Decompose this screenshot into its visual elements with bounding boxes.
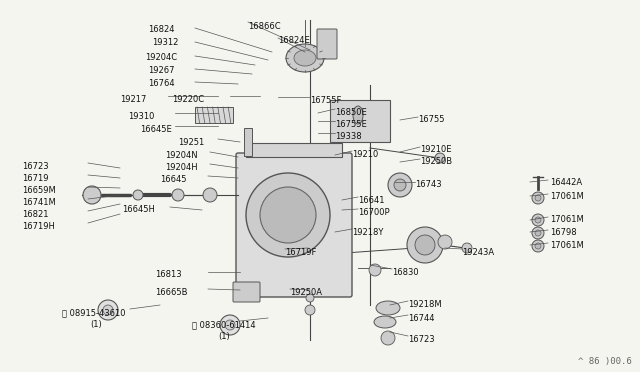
Text: 17061M: 17061M [550, 241, 584, 250]
Text: 19267: 19267 [148, 66, 175, 75]
Bar [195, 107, 233, 123]
Text: 16719: 16719 [22, 174, 49, 183]
Text: 19218M: 19218M [408, 300, 442, 309]
Ellipse shape [374, 316, 396, 328]
Text: 16744: 16744 [408, 314, 435, 323]
Circle shape [438, 235, 452, 249]
Text: 16741M: 16741M [22, 198, 56, 207]
Text: 16645H: 16645H [122, 205, 155, 214]
Text: Ⓜ 08915-43610: Ⓜ 08915-43610 [62, 308, 125, 317]
Text: 16755F: 16755F [310, 96, 341, 105]
Text: 16866C: 16866C [248, 22, 280, 31]
Circle shape [172, 189, 184, 201]
Text: ^ 86 )00.6: ^ 86 )00.6 [579, 357, 632, 366]
Circle shape [532, 240, 544, 252]
Text: 19310: 19310 [128, 112, 154, 121]
Circle shape [462, 243, 472, 253]
Circle shape [305, 305, 315, 315]
Circle shape [98, 300, 118, 320]
Text: 19220C: 19220C [172, 95, 204, 104]
Circle shape [532, 214, 544, 226]
Text: 16755: 16755 [418, 115, 445, 124]
Text: 17061M: 17061M [550, 215, 584, 224]
Circle shape [535, 217, 541, 223]
Text: 16850E: 16850E [335, 108, 367, 117]
Circle shape [381, 331, 395, 345]
Circle shape [369, 264, 381, 276]
Text: 19243A: 19243A [462, 248, 494, 257]
Circle shape [203, 188, 217, 202]
Text: 16442A: 16442A [550, 178, 582, 187]
Text: 19217: 19217 [120, 95, 147, 104]
Text: 16719H: 16719H [22, 222, 55, 231]
Text: 16813: 16813 [155, 270, 182, 279]
Circle shape [306, 294, 314, 302]
Circle shape [435, 153, 445, 163]
Circle shape [220, 315, 240, 335]
Text: 19250A: 19250A [290, 288, 322, 297]
Text: 16665B: 16665B [155, 288, 188, 297]
FancyBboxPatch shape [233, 282, 260, 302]
Circle shape [535, 243, 541, 249]
Circle shape [133, 190, 143, 200]
Text: 19251: 19251 [178, 138, 204, 147]
Text: 16743: 16743 [415, 180, 442, 189]
Bar [246, 143, 342, 157]
Text: 16764: 16764 [148, 79, 175, 88]
Text: 19204C: 19204C [145, 53, 177, 62]
Circle shape [415, 235, 435, 255]
Ellipse shape [376, 301, 400, 315]
Ellipse shape [294, 50, 316, 66]
Ellipse shape [353, 106, 363, 124]
Text: 16824E: 16824E [278, 36, 310, 45]
Text: 16723: 16723 [408, 335, 435, 344]
Text: 16798: 16798 [550, 228, 577, 237]
Text: 16659M: 16659M [22, 186, 56, 195]
Text: 16641: 16641 [358, 196, 385, 205]
Text: 19250B: 19250B [420, 157, 452, 166]
Bar [244, 128, 252, 156]
Text: 16723: 16723 [22, 162, 49, 171]
Circle shape [225, 320, 235, 330]
Text: (1): (1) [90, 320, 102, 329]
FancyBboxPatch shape [236, 153, 352, 297]
Circle shape [532, 192, 544, 204]
Text: 16830: 16830 [392, 268, 419, 277]
Circle shape [394, 179, 406, 191]
Circle shape [407, 227, 443, 263]
Circle shape [260, 187, 316, 243]
Text: 16700P: 16700P [358, 208, 390, 217]
Text: 16719F: 16719F [285, 248, 316, 257]
Text: 19210: 19210 [352, 150, 378, 159]
Text: 16755E: 16755E [335, 120, 367, 129]
Text: 16645E: 16645E [140, 125, 172, 134]
Circle shape [83, 186, 101, 204]
FancyBboxPatch shape [317, 29, 337, 59]
Text: 19204N: 19204N [165, 151, 198, 160]
Text: Ⓢ 08360-61414: Ⓢ 08360-61414 [192, 320, 255, 329]
Circle shape [388, 173, 412, 197]
Circle shape [103, 305, 113, 315]
Ellipse shape [286, 44, 324, 72]
Bar [330, 100, 390, 142]
Text: (1): (1) [218, 332, 230, 341]
Circle shape [246, 173, 330, 257]
Text: 17061M: 17061M [550, 192, 584, 201]
Circle shape [532, 227, 544, 239]
Text: 19218Y: 19218Y [352, 228, 383, 237]
Text: 16824: 16824 [148, 25, 175, 34]
Circle shape [535, 195, 541, 201]
Text: 19312: 19312 [152, 38, 179, 47]
Text: 16645: 16645 [160, 175, 186, 184]
Text: 19210E: 19210E [420, 145, 451, 154]
Circle shape [535, 230, 541, 236]
Text: 19338: 19338 [335, 132, 362, 141]
Text: 16821: 16821 [22, 210, 49, 219]
Text: 19204H: 19204H [165, 163, 198, 172]
